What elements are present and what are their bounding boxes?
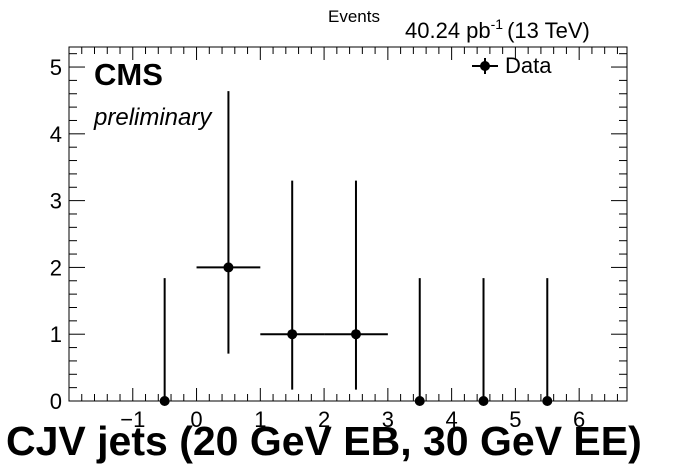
data-marker bbox=[478, 396, 489, 406]
data-point bbox=[324, 180, 388, 390]
x-tick-label: 1 bbox=[254, 407, 266, 432]
y-tick-label: 1 bbox=[50, 322, 62, 347]
data-point bbox=[542, 278, 553, 406]
x-tick-label: −1 bbox=[120, 407, 145, 432]
data-marker bbox=[350, 329, 361, 340]
legend-label-data: Data bbox=[505, 53, 552, 78]
y-axis-title: Events bbox=[328, 7, 380, 26]
x-axis-title: CJV jets (20 GeV EB, 30 GeV EE) bbox=[6, 418, 642, 464]
data-point bbox=[260, 180, 325, 390]
data-marker bbox=[542, 396, 553, 406]
data-series bbox=[159, 91, 553, 406]
plot-frame bbox=[68, 46, 628, 402]
data-marker bbox=[159, 396, 170, 406]
cms-label: CMS bbox=[94, 57, 163, 92]
x-tick-label: 0 bbox=[190, 407, 202, 432]
data-marker bbox=[414, 396, 425, 406]
data-point bbox=[414, 278, 425, 406]
x-tick-label: 4 bbox=[446, 407, 458, 432]
data-marker bbox=[223, 262, 234, 273]
y-tick-label: 4 bbox=[50, 122, 62, 147]
x-tick-label: 6 bbox=[573, 407, 585, 432]
x-tick-label: 2 bbox=[318, 407, 330, 432]
data-point bbox=[159, 278, 170, 406]
axis-ticks: −1 0 1 2 3 4 5 6 0 1 2 3 4 5 bbox=[50, 47, 627, 432]
y-tick-label: 3 bbox=[50, 189, 62, 214]
y-tick-label: 5 bbox=[50, 55, 62, 80]
y-tick-label: 0 bbox=[50, 389, 62, 414]
data-point bbox=[196, 91, 261, 354]
y-tick-label: 2 bbox=[50, 255, 62, 280]
x-tick-label: 5 bbox=[509, 407, 521, 432]
lumi-label: 40.24 pb-1 (13 TeV) bbox=[405, 16, 590, 43]
x-tick-label: 3 bbox=[382, 407, 394, 432]
legend: Data bbox=[472, 53, 552, 78]
data-point bbox=[478, 278, 489, 406]
legend-marker-dot bbox=[480, 61, 490, 71]
data-marker bbox=[287, 329, 298, 340]
status-label: preliminary bbox=[93, 104, 213, 131]
